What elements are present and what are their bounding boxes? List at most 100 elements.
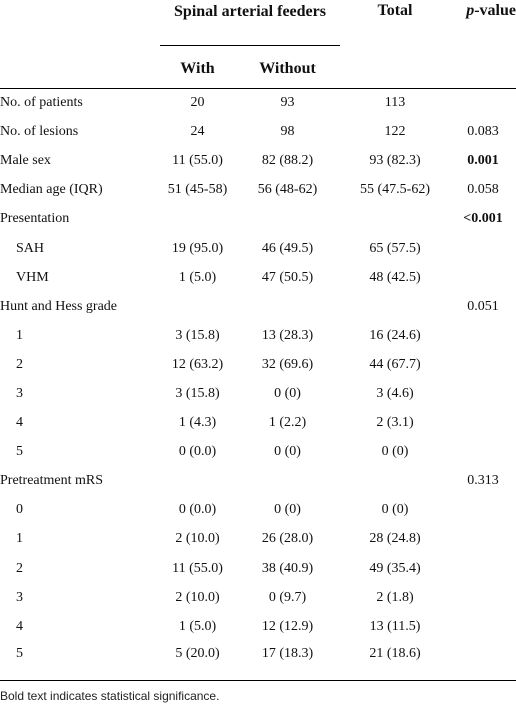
row-label: Hunt and Hess grade <box>0 298 118 314</box>
table-row: 2 12 (63.2) 32 (69.6) 44 (67.7) <box>0 350 516 379</box>
table-row: 4 1 (5.0) 12 (12.9) 13 (11.5) <box>0 612 516 641</box>
value-cell: 98 <box>280 124 295 140</box>
row-label: 3 <box>16 589 23 605</box>
value-cell: 0 (9.7) <box>268 589 307 605</box>
value-cell: 11 (55.0) <box>172 153 223 169</box>
row-label: 2 <box>16 356 23 372</box>
value-cell: 1 (5.0) <box>178 269 217 285</box>
value-cell <box>340 205 450 234</box>
table-row: 4 1 (4.3) 1 (2.2) 2 (3.1) <box>0 409 516 438</box>
blank-header <box>0 0 160 49</box>
p-value-cell <box>450 234 516 263</box>
value-cell <box>235 205 340 234</box>
row-label: 1 <box>16 531 23 547</box>
value-cell: 19 (95.0) <box>171 240 224 256</box>
value-cell: 44 (67.7) <box>369 356 421 372</box>
row-label: 5 <box>16 444 23 460</box>
table-row: VHM 1 (5.0) 47 (50.5) 48 (42.5) <box>0 263 516 292</box>
value-cell: 16 (24.6) <box>369 327 421 343</box>
value-cell: 5 (20.0) <box>160 641 235 681</box>
table-row: 1 2 (10.0) 26 (28.0) 28 (24.8) <box>0 525 516 554</box>
p-value-cell: 0.083 <box>467 124 499 140</box>
p-value-cell <box>450 525 516 554</box>
value-cell <box>160 467 235 496</box>
value-cell: 65 (57.5) <box>369 240 421 256</box>
value-cell: 0 (0) <box>381 502 409 518</box>
value-cell: 12 (12.9) <box>261 618 314 634</box>
value-cell: 0 (0) <box>274 444 301 460</box>
group-header-text: Spinal arterial feeders <box>160 2 340 46</box>
row-label: 3 <box>16 385 23 401</box>
value-cell: 48 (42.5) <box>369 269 421 285</box>
row-label: No. of lesions <box>0 124 79 140</box>
value-cell: 3 (15.8) <box>175 327 220 343</box>
row-label: Median age (IQR) <box>0 182 103 198</box>
value-cell: 20 <box>190 95 205 111</box>
with-header: With <box>160 49 235 89</box>
blank-header <box>0 49 160 89</box>
p-value-cell: 0.058 <box>467 182 499 198</box>
value-cell: 0 (0) <box>274 385 301 401</box>
value-cell: 26 (28.0) <box>261 531 314 547</box>
value-cell: 0 (0.0) <box>178 502 217 518</box>
p-value-cell: 0.001 <box>467 153 499 169</box>
value-cell: 49 (35.4) <box>369 560 421 576</box>
value-cell: 24 <box>190 124 205 140</box>
table-row: 3 3 (15.8) 0 (0) 3 (4.6) <box>0 379 516 408</box>
value-cell: 122 <box>384 124 406 140</box>
p-value-header-text: p-value <box>466 2 516 19</box>
value-cell <box>235 292 340 321</box>
row-label: SAH <box>16 240 45 256</box>
p-value-cell <box>450 583 516 612</box>
value-cell: 51 (45-58) <box>167 182 228 198</box>
value-cell: 93 (82.3) <box>369 153 421 169</box>
value-cell <box>340 467 450 496</box>
table-row: Male sex 11 (55.0) 82 (88.2) 93 (82.3) 0.001 <box>0 147 516 176</box>
value-cell: 0 (0) <box>274 502 301 518</box>
table-row: Hunt and Hess grade 0.051 <box>0 292 516 321</box>
p-value-cell <box>450 612 516 641</box>
value-cell: 3 (4.6) <box>376 385 414 401</box>
footnote: Bold text indicates statistical signific… <box>0 688 220 703</box>
row-label: 5 <box>0 641 160 681</box>
value-cell: 93 <box>280 95 295 111</box>
value-cell: 13 (11.5) <box>369 618 421 634</box>
row-label: VHM <box>16 269 49 285</box>
table-row: 3 2 (10.0) 0 (9.7) 2 (1.8) <box>0 583 516 612</box>
value-cell: 21 (18.6) <box>340 641 450 681</box>
p-value-cell <box>450 438 516 467</box>
data-table: Spinal arterial feeders Total p-value Wi… <box>0 0 516 681</box>
value-cell: 1 (2.2) <box>268 415 307 431</box>
value-cell: 55 (47.5-62) <box>360 182 430 198</box>
row-label: No. of patients <box>0 95 83 111</box>
value-cell: 0 (0) <box>381 444 409 460</box>
value-cell: 1 (4.3) <box>178 415 217 431</box>
p-value-cell <box>450 350 516 379</box>
p-value-cell <box>450 379 516 408</box>
table-row: 0 0 (0.0) 0 (0) 0 (0) <box>0 496 516 525</box>
value-cell: 38 (40.9) <box>261 560 314 576</box>
without-header: Without <box>235 49 340 89</box>
p-value-cell <box>450 554 516 583</box>
value-cell: 82 (88.2) <box>261 153 314 169</box>
blank-header <box>340 49 450 89</box>
p-value-cell <box>450 409 516 438</box>
row-label: 4 <box>16 618 23 634</box>
table-row: 2 11 (55.0) 38 (40.9) 49 (35.4) <box>0 554 516 583</box>
table-row: Presentation <0.001 <box>0 205 516 234</box>
table-row: Pretreatment mRS 0.313 <box>0 467 516 496</box>
row-label: Presentation <box>0 211 70 227</box>
value-cell: 3 (15.8) <box>175 385 220 401</box>
row-label: Male sex <box>0 153 51 169</box>
p-value-cell <box>450 321 516 350</box>
table-row: 5 0 (0.0) 0 (0) 0 (0) <box>0 438 516 467</box>
blank-header <box>450 49 516 89</box>
p-value-header: p-value <box>450 0 516 49</box>
value-cell: 113 <box>384 95 406 111</box>
p-value-cell: 0.313 <box>467 473 499 489</box>
p-value-cell <box>450 496 516 525</box>
p-value-cell: 0.051 <box>467 298 499 314</box>
value-cell: 47 (50.5) <box>261 269 314 285</box>
